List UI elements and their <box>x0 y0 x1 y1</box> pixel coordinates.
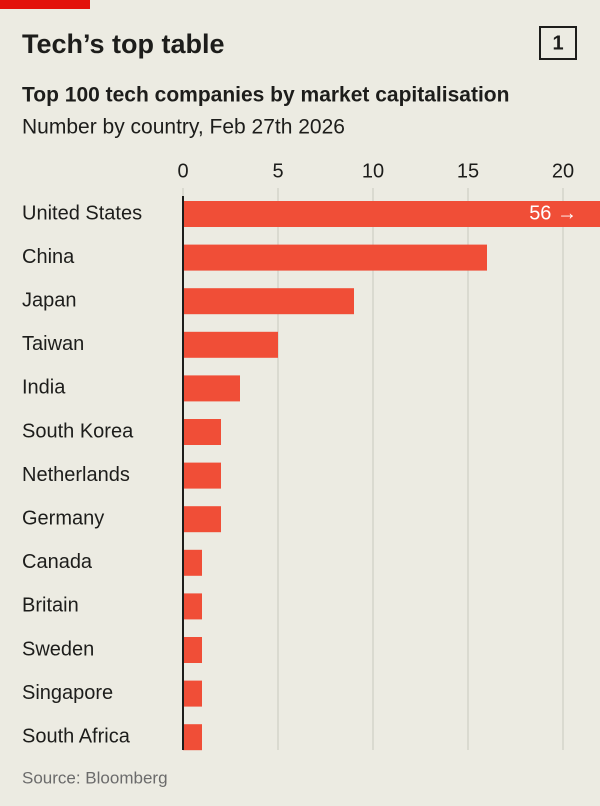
y-tick-label: China <box>22 246 75 268</box>
subtitle: Top 100 tech companies by market capital… <box>22 84 509 107</box>
y-tick-label: Sweden <box>22 638 94 660</box>
bar <box>183 724 202 751</box>
y-tick-label: Britain <box>22 595 79 617</box>
x-tick-label: 0 <box>177 160 188 182</box>
y-tick-label: South Africa <box>22 725 131 747</box>
x-tick-label: 15 <box>457 160 479 182</box>
description: Number by country, Feb 27th 2026 <box>22 116 345 139</box>
chart-title: Tech’s top table <box>22 29 225 59</box>
x-tick-label: 20 <box>552 160 574 182</box>
y-tick-label: Singapore <box>22 682 113 704</box>
brand-bar <box>0 0 90 9</box>
bar <box>183 288 354 315</box>
y-tick-label: South Korea <box>22 420 134 442</box>
x-tick-label: 5 <box>272 160 283 182</box>
bar <box>183 549 202 576</box>
y-tick-label: Japan <box>22 289 77 311</box>
bar <box>183 419 221 445</box>
bar <box>183 244 487 271</box>
y-tick-label: Germany <box>22 507 104 529</box>
badge-box <box>539 26 577 60</box>
bar <box>183 331 278 358</box>
y-tick-label: Taiwan <box>22 333 84 355</box>
bar <box>183 637 202 663</box>
y-tick-label: Canada <box>22 551 93 573</box>
bar <box>183 201 600 227</box>
bar <box>183 375 240 402</box>
y-tick-label: United States <box>22 202 142 224</box>
value-label: 56 → <box>529 202 577 224</box>
source: Source: Bloomberg <box>22 768 168 787</box>
bar <box>183 593 202 620</box>
badge: 1 <box>552 32 563 54</box>
bar <box>183 462 221 489</box>
y-tick-label: Netherlands <box>22 464 130 486</box>
bar <box>183 506 221 533</box>
x-tick-label: 10 <box>362 160 384 182</box>
y-tick-label: India <box>22 377 66 399</box>
bar <box>183 680 202 707</box>
